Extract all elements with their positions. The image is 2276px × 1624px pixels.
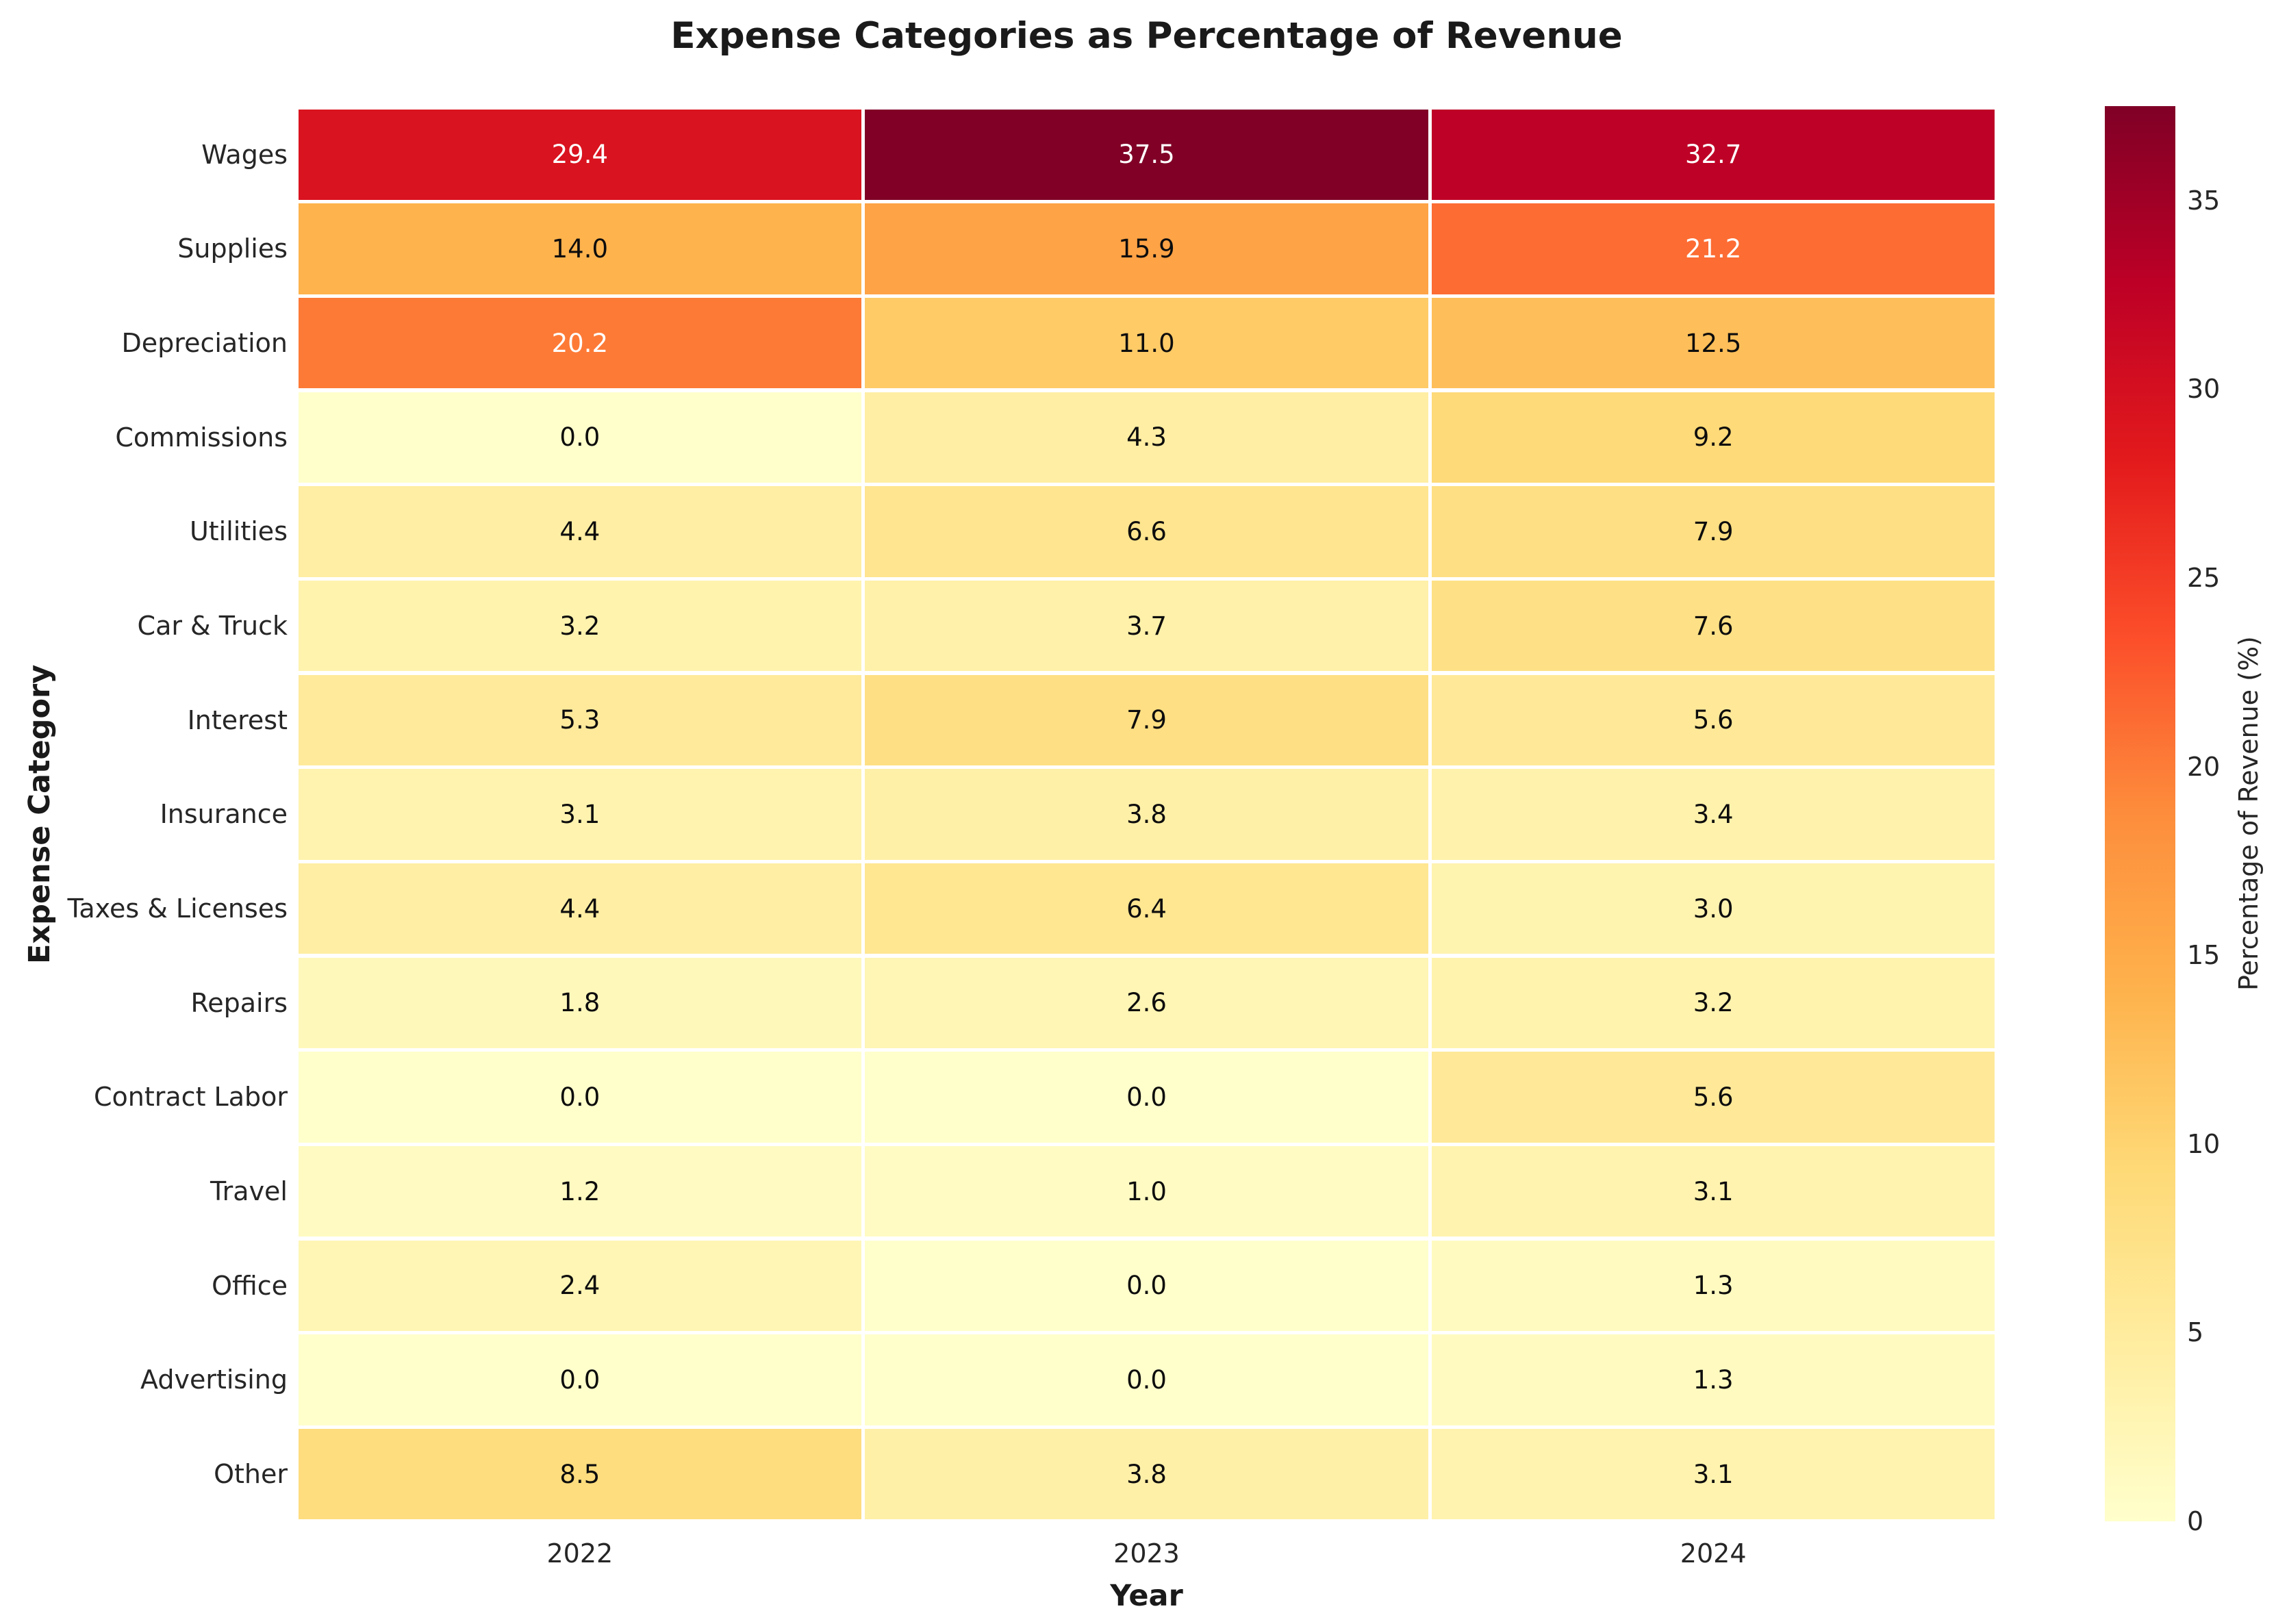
y-tick-label: Repairs: [190, 987, 288, 1018]
chart-title: Expense Categories as Percentage of Reve…: [670, 15, 1623, 57]
heatmap-cell: 21.2: [1431, 203, 1995, 294]
heatmap-cell: 5.6: [1431, 674, 1995, 766]
y-tick-label: Other: [214, 1459, 288, 1490]
colorbar-tick-label: 25: [2187, 563, 2221, 593]
y-tick-label: Travel: [210, 1176, 288, 1207]
y-tick-label: Utilities: [189, 516, 288, 547]
heatmap-cell: 7.9: [1431, 486, 1995, 577]
heatmap-cell: 1.3: [1431, 1240, 1995, 1332]
heatmap-cell: 37.5: [865, 109, 1428, 201]
heatmap-cell: 20.2: [298, 297, 862, 389]
y-tick-label: Car & Truck: [137, 611, 288, 642]
heatmap-cell: 0.0: [298, 1334, 862, 1425]
heatmap-cell: 1.0: [865, 1145, 1428, 1237]
colorbar-tick-label: 10: [2187, 1128, 2221, 1159]
heatmap-cell: 4.3: [865, 392, 1428, 483]
heatmap-cell: 3.4: [1431, 769, 1995, 860]
heatmap-cell: 2.4: [298, 1240, 862, 1332]
y-tick-label: Advertising: [140, 1365, 288, 1395]
y-tick-label: Wages: [201, 139, 288, 170]
colorbar-gradient: [2105, 106, 2175, 1521]
y-tick-label: Contract Labor: [94, 1082, 288, 1113]
colorbar-tick-label: 30: [2187, 374, 2221, 405]
heatmap-cell: 5.3: [298, 674, 862, 766]
heatmap-cell: 3.8: [865, 769, 1428, 860]
heatmap-cell: 8.5: [298, 1428, 862, 1520]
heatmap-cell: 14.0: [298, 203, 862, 294]
heatmap-cell: 3.1: [298, 769, 862, 860]
heatmap-cell: 1.8: [298, 957, 862, 1049]
heatmap-cell: 15.9: [865, 203, 1428, 294]
y-tick-label: Supplies: [177, 233, 288, 264]
heatmap-cell: 6.4: [865, 863, 1428, 954]
y-tick-label: Interest: [187, 705, 288, 735]
heatmap-cell: 4.4: [298, 863, 862, 954]
heatmap-cell: 1.3: [1431, 1334, 1995, 1425]
heatmap-cell: 3.8: [865, 1428, 1428, 1520]
heatmap-cell: 2.6: [865, 957, 1428, 1049]
colorbar-tick-label: 15: [2187, 940, 2221, 971]
heatmap-cell: 4.4: [298, 486, 862, 577]
y-tick-label: Taxes & Licenses: [67, 893, 288, 924]
heatmap-cell: 7.6: [1431, 580, 1995, 672]
heatmap-cell: 3.1: [1431, 1145, 1995, 1237]
heatmap-cell: 0.0: [865, 1240, 1428, 1332]
heatmap-cell: 9.2: [1431, 392, 1995, 483]
heatmap-cell: 1.2: [298, 1145, 862, 1237]
colorbar-tick-label: 0: [2187, 1506, 2204, 1536]
heatmap-cell: 12.5: [1431, 297, 1995, 389]
heatmap-cell: 3.1: [1431, 1428, 1995, 1520]
heatmap-cell: 6.6: [865, 486, 1428, 577]
y-tick-label: Office: [212, 1270, 288, 1301]
x-tick-label: 2024: [1680, 1538, 1747, 1569]
heatmap-cell: 0.0: [298, 1052, 862, 1143]
colorbar-tick-label: 5: [2187, 1317, 2204, 1348]
heatmap-cell: 3.7: [865, 580, 1428, 672]
heatmap-cell: 3.0: [1431, 863, 1995, 954]
colorbar-tick-label: 20: [2187, 751, 2221, 782]
colorbar-tick-label: 35: [2187, 185, 2221, 216]
heatmap-cell: 11.0: [865, 297, 1428, 389]
y-tick-label: Insurance: [160, 799, 288, 830]
heatmap-cell: 7.9: [865, 674, 1428, 766]
colorbar-axis-label: Percentage of Revenue (%): [2234, 636, 2264, 991]
heatmap-cell: 5.6: [1431, 1052, 1995, 1143]
heatmap-cell: 3.2: [298, 580, 862, 672]
x-axis-label: Year: [1110, 1579, 1183, 1613]
y-tick-label: Commissions: [115, 422, 288, 453]
heatmap-cell: 29.4: [298, 109, 862, 201]
x-tick-label: 2022: [546, 1538, 614, 1569]
heatmap-cell: 0.0: [865, 1334, 1428, 1425]
heatmap-cell: 32.7: [1431, 109, 1995, 201]
heatmap-cell: 0.0: [298, 392, 862, 483]
y-tick-label: Depreciation: [121, 328, 288, 359]
heatmap-cell: 0.0: [865, 1052, 1428, 1143]
heatmap-cell: 3.2: [1431, 957, 1995, 1049]
x-tick-label: 2023: [1113, 1538, 1180, 1569]
